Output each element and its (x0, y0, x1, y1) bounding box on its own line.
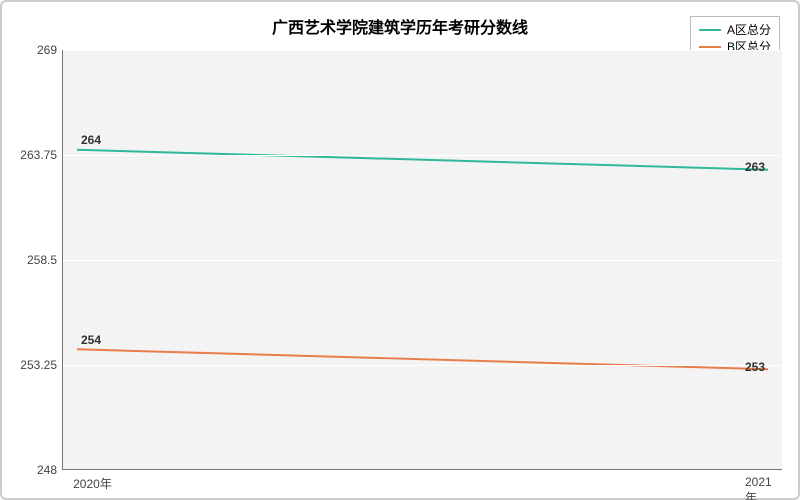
plot-area: 248253.25258.5263.752692020年2021年2642632… (62, 50, 782, 470)
y-tick-label: 263.75 (20, 148, 57, 162)
series-line (77, 349, 768, 369)
data-label: 264 (81, 133, 101, 147)
data-label: 263 (745, 160, 765, 174)
y-tick-label: 253.25 (20, 358, 57, 372)
y-gridline (63, 155, 782, 156)
chart-container: 广西艺术学院建筑学历年考研分数线 A区总分 B区总分 248253.25258.… (0, 0, 800, 500)
x-tick-label: 2020年 (73, 475, 112, 492)
chart-title: 广西艺术学院建筑学历年考研分数线 (2, 14, 798, 38)
y-tick-label: 269 (37, 43, 57, 57)
x-tick-label: 2021年 (745, 475, 772, 500)
y-gridline (63, 365, 782, 366)
legend-swatch-a (699, 29, 721, 31)
legend-swatch-b (699, 46, 721, 48)
y-tick-label: 248 (37, 463, 57, 477)
y-tick-label: 258.5 (27, 253, 57, 267)
legend-item: A区总分 (699, 21, 771, 38)
y-gridline (63, 260, 782, 261)
y-gridline (63, 50, 782, 51)
data-label: 254 (81, 333, 101, 347)
series-line (77, 150, 768, 170)
data-label: 253 (745, 360, 765, 374)
legend-label-a: A区总分 (727, 21, 771, 38)
